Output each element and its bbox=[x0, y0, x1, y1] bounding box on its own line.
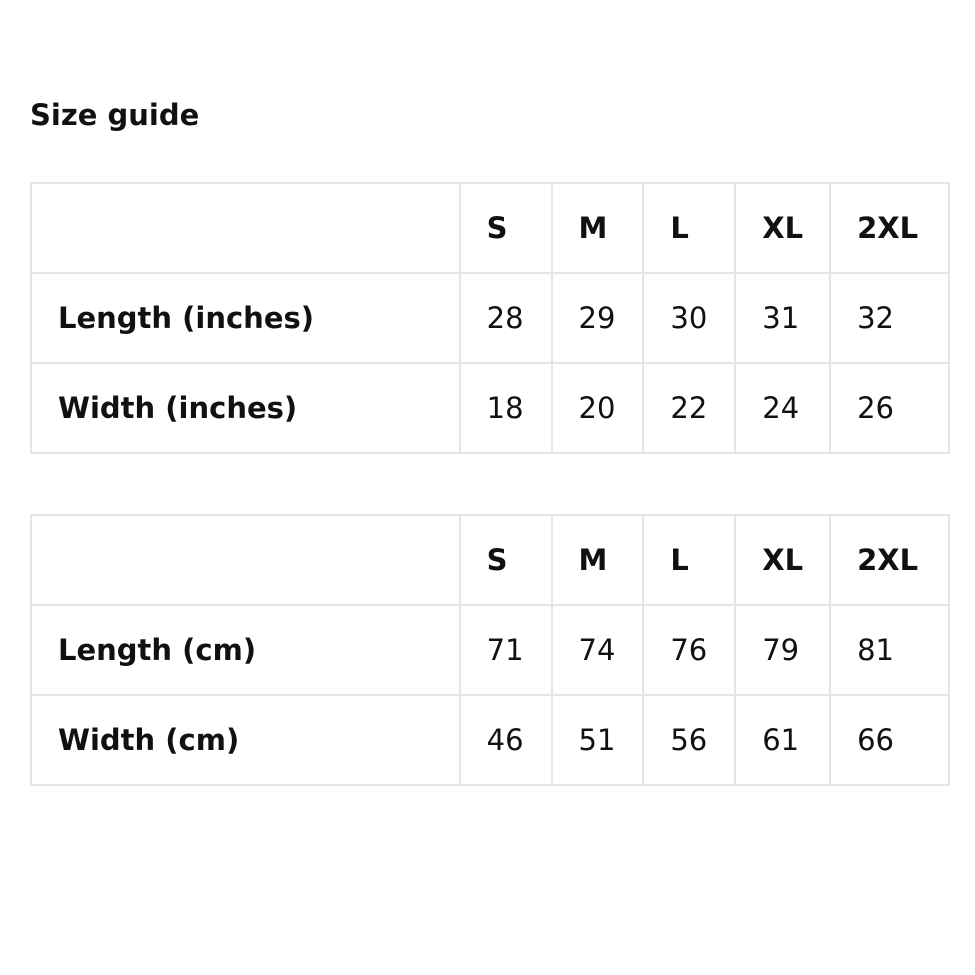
measurement-cell: 22 bbox=[642, 362, 737, 454]
measurement-cell: 51 bbox=[550, 694, 645, 786]
header-row: S M L XL 2XL bbox=[30, 514, 950, 606]
table-row: Width (cm) 46 51 56 61 66 bbox=[30, 694, 950, 786]
size-table-cm: S M L XL 2XL Length (cm) 71 74 76 79 81 Width (cm) 4… bbox=[30, 514, 950, 786]
size-header: M bbox=[550, 514, 645, 606]
measurement-cell: 66 bbox=[829, 694, 950, 786]
size-header bbox=[30, 182, 461, 274]
measurement-cell: 30 bbox=[642, 272, 737, 364]
row-label: Width (cm) bbox=[30, 694, 461, 786]
size-header: L bbox=[642, 514, 737, 606]
measurement-cell: 26 bbox=[829, 362, 950, 454]
size-header: S bbox=[458, 514, 553, 606]
measurement-cell: 76 bbox=[642, 604, 737, 696]
measurement-cell: 24 bbox=[734, 362, 832, 454]
size-header bbox=[30, 514, 461, 606]
measurement-cell: 32 bbox=[829, 272, 950, 364]
header-row: S M L XL 2XL bbox=[30, 182, 950, 274]
measurement-cell: 28 bbox=[458, 272, 553, 364]
table-row: Length (inches) 28 29 30 31 32 bbox=[30, 272, 950, 364]
measurement-cell: 56 bbox=[642, 694, 737, 786]
measurement-cell: 81 bbox=[829, 604, 950, 696]
table-row: Width (inches) 18 20 22 24 26 bbox=[30, 362, 950, 454]
size-header: 2XL bbox=[829, 514, 950, 606]
measurement-cell: 79 bbox=[734, 604, 832, 696]
measurement-cell: 20 bbox=[550, 362, 645, 454]
table-row: Length (cm) 71 74 76 79 81 bbox=[30, 604, 950, 696]
size-header: S bbox=[458, 182, 553, 274]
size-header: 2XL bbox=[829, 182, 950, 274]
size-header: XL bbox=[734, 514, 832, 606]
size-table-inches: S M L XL 2XL Length (inches) 28 29 30 31 32 Width (… bbox=[30, 182, 950, 454]
page-title: Size guide bbox=[30, 98, 200, 132]
measurement-cell: 71 bbox=[458, 604, 553, 696]
measurement-cell: 18 bbox=[458, 362, 553, 454]
measurement-cell: 61 bbox=[734, 694, 832, 786]
measurement-cell: 46 bbox=[458, 694, 553, 786]
row-label: Length (inches) bbox=[30, 272, 461, 364]
row-label: Length (cm) bbox=[30, 604, 461, 696]
size-header: M bbox=[550, 182, 645, 274]
measurement-cell: 31 bbox=[734, 272, 832, 364]
measurement-cell: 74 bbox=[550, 604, 645, 696]
row-label: Width (inches) bbox=[30, 362, 461, 454]
size-header: XL bbox=[734, 182, 832, 274]
measurement-cell: 29 bbox=[550, 272, 645, 364]
size-header: L bbox=[642, 182, 737, 274]
